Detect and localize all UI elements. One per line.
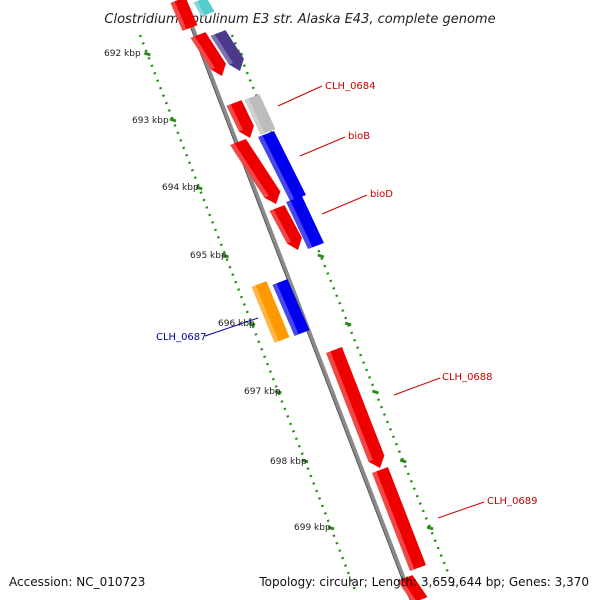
gene-biod[interactable] xyxy=(286,195,324,250)
genome-summary-text: Topology: circular; Length: 3,659,644 bp… xyxy=(258,575,589,589)
gene-top-cyan-shine xyxy=(193,1,206,17)
label-leaders xyxy=(204,85,485,519)
gene-label-biob[interactable]: bioB xyxy=(348,131,370,142)
gene-orange[interactable] xyxy=(251,281,290,343)
gene-top-red[interactable] xyxy=(170,0,198,31)
major-tick-outer xyxy=(317,253,325,259)
gene-clh-0689-shine xyxy=(372,471,415,572)
major-tick-inner xyxy=(222,253,230,259)
gene-label-clh-0688[interactable]: CLH_0688 xyxy=(442,372,493,383)
gene-biob-shine xyxy=(258,135,295,202)
major-tick-outer xyxy=(371,389,379,395)
gene-label-clh-0684[interactable]: CLH_0684 xyxy=(325,81,376,92)
major-tick-outer xyxy=(344,321,352,327)
major-tick-outer xyxy=(426,525,434,531)
tick-label-693: 693 kbp xyxy=(132,116,169,126)
gene-purple-1[interactable] xyxy=(210,30,244,71)
gene-clh-0687[interactable] xyxy=(272,279,310,336)
gene-clh-0688-shine xyxy=(326,351,373,462)
tick-label-694: 694 kbp xyxy=(162,183,199,193)
major-tick-outer xyxy=(399,458,407,464)
inner-tick-track xyxy=(138,34,357,591)
gene-top-cyan[interactable] xyxy=(193,0,215,17)
gene-red-1[interactable] xyxy=(190,32,226,76)
major-tick-inner xyxy=(327,525,335,531)
gene-label-clh-0687[interactable]: CLH_0687 xyxy=(156,332,207,343)
gene-label-clh-0689[interactable]: CLH_0689 xyxy=(487,496,538,507)
gene-labels: CLH_0684 bioB bioD CLH_0687 CLH_0688 CLH… xyxy=(156,81,538,507)
gene-clh-0687-shine xyxy=(272,283,299,336)
accession-text: Accession: NC_010723 xyxy=(9,575,145,589)
gene-red-2[interactable] xyxy=(226,100,254,138)
gene-clh-0684[interactable] xyxy=(244,94,276,135)
gene-red-1-shine xyxy=(190,36,216,70)
gene-bottom-red-shine xyxy=(397,579,416,600)
tick-label-696: 696 kbp xyxy=(218,319,255,329)
gene-biob[interactable] xyxy=(258,130,306,202)
gene-red-3[interactable] xyxy=(230,138,281,204)
gene-red-2-shine xyxy=(226,104,244,132)
major-tick-inner xyxy=(301,458,309,464)
major-tick-inner xyxy=(274,389,282,395)
tick-label-697: 697 kbp xyxy=(244,387,281,397)
gene-purple-1-shine xyxy=(210,34,234,65)
gene-clh-0684-shine xyxy=(244,98,265,135)
gene-orange-shine xyxy=(251,285,279,343)
tick-label-695: 695 kbp xyxy=(190,251,227,261)
genome-title: Clostridium botulinum E3 str. Alaska E43… xyxy=(104,12,495,27)
tick-label-698: 698 kbp xyxy=(270,457,307,467)
tick-label-692: 692 kbp xyxy=(104,49,141,59)
gene-label-biod[interactable]: bioD xyxy=(370,189,393,200)
gene-features xyxy=(170,0,428,600)
tick-label-699: 699 kbp xyxy=(294,523,331,533)
gene-clh-0688[interactable] xyxy=(326,346,385,468)
gene-bottom-red[interactable] xyxy=(397,575,428,600)
gene-red-4-shine xyxy=(269,209,292,244)
major-tick-inner xyxy=(195,185,203,191)
major-tick-inner xyxy=(143,51,151,57)
major-tick-inner xyxy=(248,321,256,327)
major-tick-inner xyxy=(169,117,177,123)
gene-clh-0689[interactable] xyxy=(372,466,426,572)
tick-labels: 692 kbp 693 kbp 694 kbp 695 kbp 696 kbp … xyxy=(104,49,331,533)
gene-biod-shine xyxy=(286,200,313,250)
gene-top-red-shine xyxy=(170,1,187,31)
gene-red-4[interactable] xyxy=(269,205,302,250)
gene-red-3-shine xyxy=(230,143,269,198)
